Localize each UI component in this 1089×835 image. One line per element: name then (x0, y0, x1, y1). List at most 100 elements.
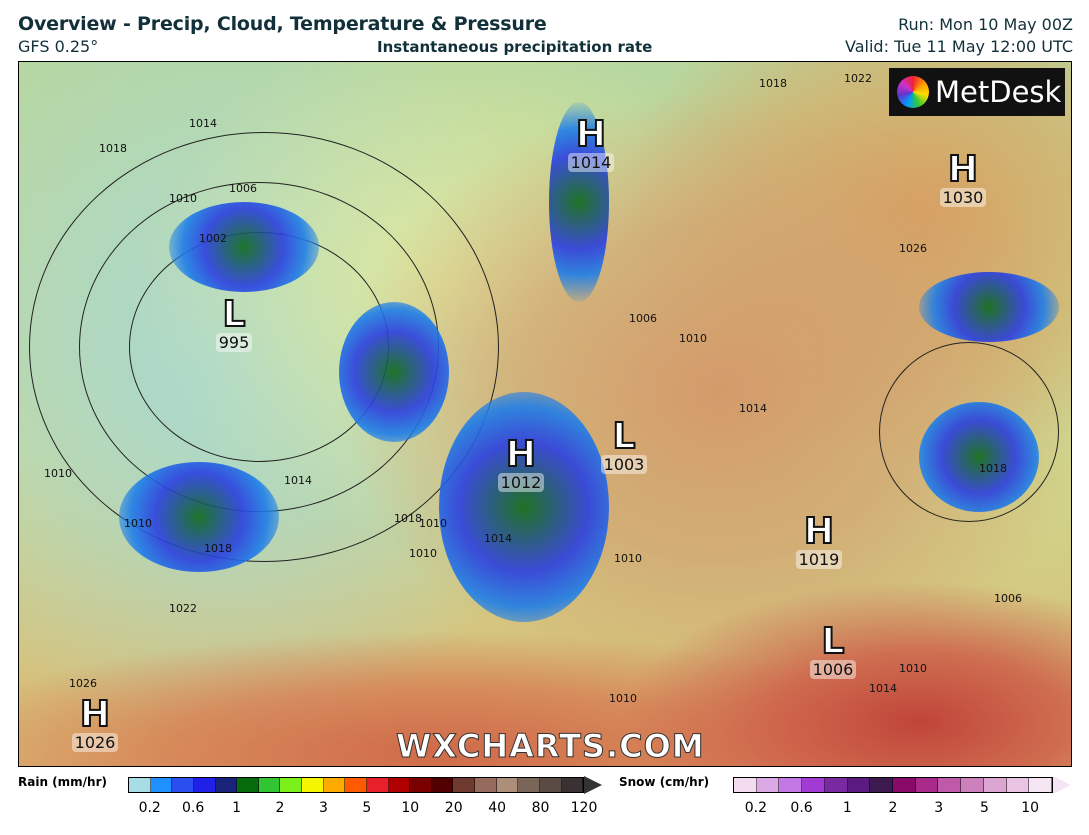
pressure-symbol: H (575, 114, 607, 155)
tick-label: 5 (362, 800, 372, 816)
metdesk-logo: MetDesk (889, 68, 1065, 116)
isobar-label: 1002 (199, 232, 227, 245)
pressure-value: 1012 (497, 473, 545, 492)
tick-label: 0.6 (182, 800, 205, 816)
pressure-value: 995 (215, 333, 253, 352)
isobar-label: 1026 (69, 677, 97, 690)
tick-label: 0.6 (790, 800, 813, 816)
high-pressure-center: H 1019 (789, 511, 849, 569)
weather-map: 1018 1014 1010 1006 1002 1018 1022 1026 1014 1010… (18, 61, 1072, 767)
rain-area (549, 102, 609, 302)
isobar-label: 1010 (419, 517, 447, 530)
color-swatch (870, 778, 894, 792)
isobar-label: 1006 (229, 182, 257, 195)
rain-colorbar (128, 777, 584, 793)
high-pressure-center: H 1014 (561, 114, 621, 172)
isobar-label: 1014 (284, 474, 312, 487)
valid-time: Valid: Tue 11 May 12:00 UTC (845, 37, 1073, 56)
color-swatch (410, 778, 432, 792)
isobar-label: 1010 (124, 517, 152, 530)
tick-label: 1 (842, 800, 852, 816)
pressure-symbol: H (505, 434, 537, 475)
color-swatch (734, 778, 757, 792)
logo-text: MetDesk (935, 75, 1062, 109)
model-label: GFS 0.25° (18, 37, 99, 56)
isobar-label: 1018 (759, 77, 787, 90)
run-time: Run: Mon 10 May 00Z (898, 15, 1073, 34)
color-swatch (258, 778, 281, 792)
isobar-label: 1006 (629, 312, 657, 325)
pressure-value: 1003 (600, 455, 648, 474)
color-swatch (172, 778, 194, 792)
chart-title: Overview - Precip, Cloud, Temperature & … (18, 13, 547, 35)
color-swatch (496, 778, 519, 792)
tick-label: 10 (1021, 800, 1040, 816)
color-swatch (915, 778, 939, 792)
rain-area (119, 462, 279, 572)
isobar-label: 1018 (204, 542, 232, 555)
color-swatch (453, 778, 475, 792)
color-swatch (983, 778, 1007, 792)
pressure-symbol: H (947, 149, 979, 190)
tick-label: 3 (934, 800, 944, 816)
isobar-label: 1014 (189, 117, 217, 130)
rain-legend-label: Rain (mm/hr) (18, 775, 107, 789)
tick-label: 5 (979, 800, 989, 816)
rain-colorbar-arrow (584, 776, 602, 794)
pressure-value: 1014 (567, 153, 615, 172)
tick-label: 1 (232, 800, 242, 816)
color-swatch (366, 778, 389, 792)
color-swatch (518, 778, 540, 792)
color-swatch (345, 778, 367, 792)
low-pressure-center: L 1006 (803, 621, 863, 679)
snow-colorbar (733, 777, 1053, 793)
color-swatch (388, 778, 411, 792)
tick-label: 2 (275, 800, 285, 816)
pressure-value: 1019 (795, 550, 843, 569)
color-swatch (129, 778, 151, 792)
pressure-symbol: H (79, 694, 111, 735)
tick-label: 40 (488, 800, 507, 816)
color-swatch (150, 778, 173, 792)
rain-area (169, 202, 319, 292)
pressure-symbol: L (222, 294, 247, 335)
chart-subtitle: Instantaneous precipitation rate (377, 38, 653, 56)
pressure-value: 1006 (809, 660, 857, 679)
color-swatch (475, 778, 497, 792)
tick-label: 2 (888, 800, 898, 816)
isobar-label: 1006 (994, 592, 1022, 605)
snow-colorbar-arrow (1053, 776, 1071, 794)
isobar (29, 132, 499, 562)
tick-label: 0.2 (138, 800, 161, 816)
isobar-label: 1014 (739, 402, 767, 415)
isobar-label: 1010 (409, 547, 437, 560)
color-swatch (824, 778, 848, 792)
tick-label: 3 (318, 800, 328, 816)
isobar-label: 1010 (899, 662, 927, 675)
pressure-value: 1030 (939, 188, 987, 207)
pressure-symbol: L (821, 621, 846, 662)
isobar-label: 1014 (869, 682, 897, 695)
high-pressure-center: H 1030 (933, 149, 993, 207)
isobar-label: 1010 (614, 552, 642, 565)
color-swatch (539, 778, 562, 792)
tick-label: 20 (444, 800, 463, 816)
pressure-symbol: L (612, 416, 637, 457)
color-swatch (756, 778, 780, 792)
tick-label: 10 (401, 800, 420, 816)
isobar-label: 1010 (44, 467, 72, 480)
watermark: WXCHARTS.COM (396, 727, 705, 766)
pressure-value: 1026 (71, 733, 119, 752)
rain-area (339, 302, 449, 442)
isobar-label: 1010 (679, 332, 707, 345)
isobar-label: 1026 (899, 242, 927, 255)
color-swatch (193, 778, 216, 792)
rain-area (919, 402, 1039, 512)
color-swatch (323, 778, 346, 792)
pressure-symbol: H (803, 511, 835, 552)
color-swatch (802, 778, 825, 792)
snow-legend-label: Snow (cm/hr) (619, 775, 710, 789)
isobar-label: 1014 (484, 532, 512, 545)
logo-mark-icon (897, 76, 929, 108)
color-swatch (561, 778, 584, 792)
